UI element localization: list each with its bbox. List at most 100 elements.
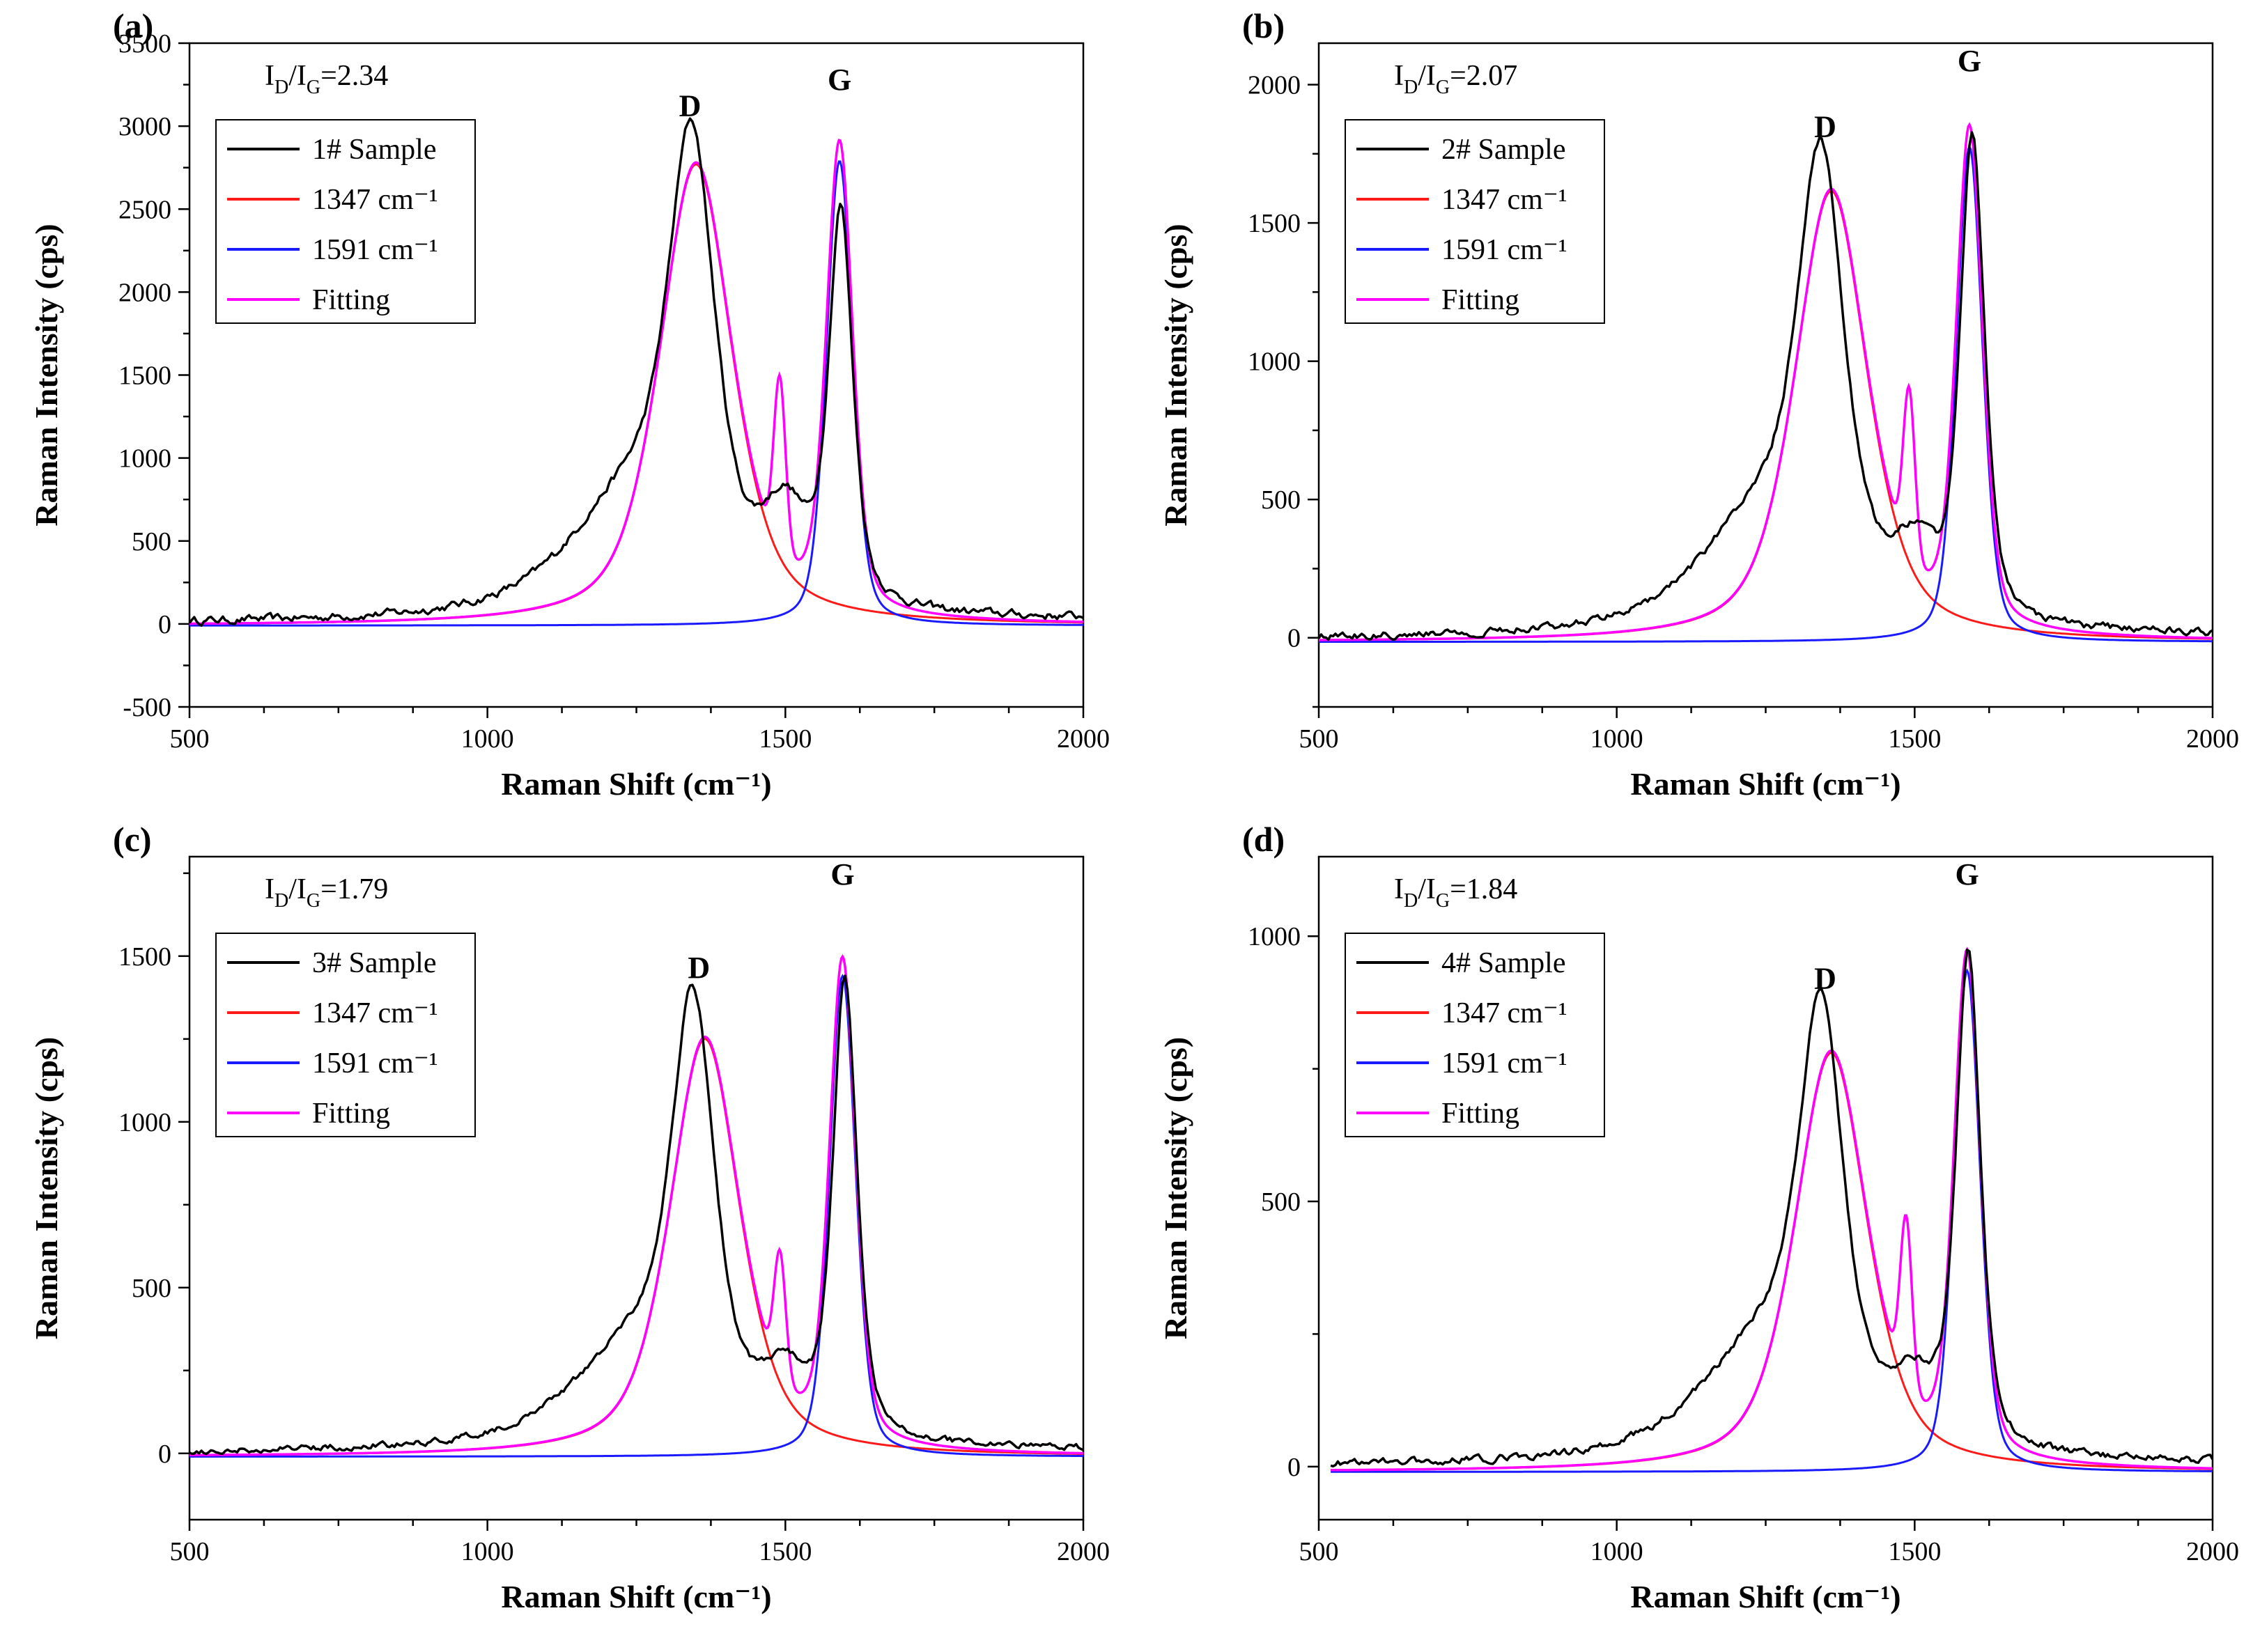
y-axis-title: Raman Intensity (cps) [29,224,64,526]
legend-box [215,119,476,324]
ratio-value: =2.34 [320,60,388,92]
x-tick-label: 1500 [759,1537,812,1566]
x-tick-label: 1000 [461,724,514,754]
id-ig-ratio: ID/IG=1.84 [1394,873,1517,912]
sample-spectrum-line [1330,949,2213,1468]
y-tick-label: 0 [1287,624,1301,653]
x-tick-label: 1000 [1590,724,1643,754]
ratio-sub-d: D [274,890,288,912]
ratio-i1: I [1394,60,1404,92]
ratio-sub-g: G [307,890,320,912]
g-band-fit-line [189,160,1083,627]
y-axis-title: Raman Intensity (cps) [1158,1037,1193,1339]
legend-box [215,933,476,1137]
id-ig-ratio: ID/IG=2.34 [265,60,388,98]
ratio-value: =1.84 [1450,873,1517,905]
legend-box [1345,933,1605,1137]
x-tick-label: 500 [1299,724,1339,754]
y-tick-label: 2500 [118,195,171,224]
y-tick-label: 3500 [118,29,171,59]
legend-fitting-text: Fitting [1441,1098,1519,1130]
y-tick-label: 1000 [1248,348,1301,377]
g-band-fit-line [1319,144,2213,643]
y-tick-label: -500 [123,693,171,722]
ratio-sub-g: G [1436,890,1450,912]
x-tick-label: 1000 [1590,1537,1643,1566]
fitting-line [189,139,1083,625]
legend: 3# Sample 1347 cm⁻¹ 1591 cm⁻¹ Fitting [215,933,476,1137]
x-tick-label: 2000 [2186,1537,2239,1566]
ratio-slash-i: /I [1418,873,1436,905]
panel-a: 500 1000 1500 2000 -500 0 500 1000 1500 2000 2500 3… [29,6,1110,802]
fitting-line [1330,946,2213,1472]
x-axis-title: Raman Shift (cm⁻¹) [1630,1579,1900,1614]
legend-fitting-text: Fitting [312,284,390,316]
y-tick-label: 3000 [118,112,171,141]
legend-g-band-text: 1591 cm⁻¹ [312,1047,438,1080]
x-tick-label: 1500 [759,724,812,754]
y-tick-label: 500 [1261,1187,1301,1217]
legend-d-band-text: 1347 cm⁻¹ [312,184,438,216]
y-tick-label: 0 [158,610,171,639]
fitting-line [189,953,1083,1457]
legend-d-band-text: 1347 cm⁻¹ [1441,184,1567,216]
d-peak-label: D [679,88,702,123]
fitting-line [1319,122,2213,641]
legend: 2# Sample 1347 cm⁻¹ 1591 cm⁻¹ Fitting [1345,119,1605,324]
g-band-fit-line [1331,968,2213,1473]
panel-c: 500 1000 1500 2000 0 500 1000 1500 Raman Shift (… [29,820,1110,1614]
panel-label: (d) [1242,820,1285,859]
x-tick-label: 2000 [1057,1537,1110,1566]
ratio-value: =1.79 [320,873,388,905]
ratio-sub-d: D [1404,890,1418,912]
y-tick-label: 1000 [1248,922,1301,951]
ratio-value: =2.07 [1450,60,1517,92]
y-tick-label: 2000 [118,278,171,307]
legend-g-band-text: 1591 cm⁻¹ [1441,234,1567,266]
panel-label: (c) [113,820,152,859]
legend-box [1345,119,1605,324]
panels: 500 1000 1500 2000 -500 0 500 1000 1500 2000 2500 3… [29,6,2239,1614]
panel-label: (a) [113,6,153,45]
y-tick-label: 1000 [118,444,171,474]
y-tick-label: 0 [1287,1453,1301,1482]
curves [189,117,1083,627]
legend-g-band-text: 1591 cm⁻¹ [1441,1047,1567,1080]
y-tick-label: 1500 [1248,209,1301,238]
panel-label: (b) [1242,6,1285,45]
d-peak-label: D [1814,962,1836,996]
y-axis-title: Raman Intensity (cps) [1158,224,1193,526]
curves [1330,946,2213,1473]
ratio-slash-i: /I [288,60,307,92]
curves [189,953,1083,1458]
ratio-i1: I [265,60,274,92]
g-peak-label: G [828,63,851,97]
y-tick-label: 500 [1261,485,1301,515]
legend-fitting-text: Fitting [312,1098,390,1130]
y-tick-label: 1500 [118,942,171,972]
curves [1319,122,2213,643]
ratio-slash-i: /I [288,873,307,905]
legend: 1# Sample 1347 cm⁻¹ 1591 cm⁻¹ Fitting [215,119,476,324]
x-tick-label: 1500 [1888,724,1941,754]
d-peak-label: D [688,951,710,985]
id-ig-ratio: ID/IG=2.07 [1394,60,1517,98]
x-tick-label: 1000 [461,1537,514,1566]
y-tick-label: 0 [158,1440,171,1469]
g-band-fit-line [189,974,1083,1458]
x-tick-label: 2000 [1057,724,1110,754]
ratio-sub-d: D [1404,77,1418,98]
x-axis-title: Raman Shift (cm⁻¹) [1630,766,1900,802]
sample-spectrum-line [189,117,1083,627]
sample-spectrum-line [1319,131,2213,641]
x-tick-label: 1500 [1888,1537,1941,1566]
panel-b: 500 1000 1500 2000 0 500 1000 1500 2000 Raman Shi… [1158,6,2239,802]
legend-sample-text: 2# Sample [1441,134,1565,166]
legend-g-band-text: 1591 cm⁻¹ [312,234,438,266]
ratio-sub-g: G [1436,77,1450,98]
g-peak-label: G [1955,857,1979,891]
x-axis-title: Raman Shift (cm⁻¹) [501,1579,771,1614]
ratio-slash-i: /I [1418,60,1436,92]
ratio-i1: I [265,873,274,905]
y-axis-title: Raman Intensity (cps) [29,1037,64,1339]
